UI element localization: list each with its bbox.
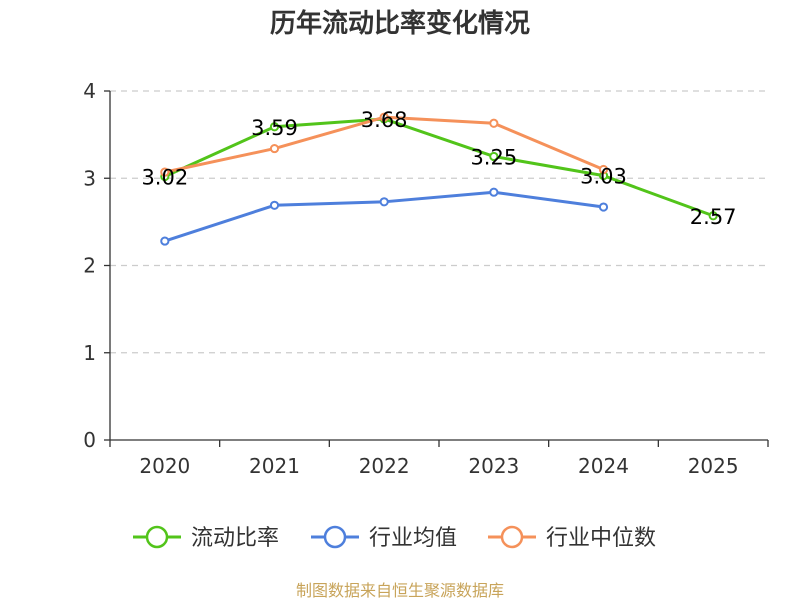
data-point xyxy=(489,151,499,162)
x-tick-label: 2023 xyxy=(468,454,519,478)
y-tick-label: 0 xyxy=(83,428,96,452)
legend-label: 流动比率 xyxy=(191,526,279,551)
legend: 流动比率 行业均值 行业中位数 xyxy=(133,525,656,551)
gridlines xyxy=(110,90,768,354)
data-point xyxy=(160,236,170,246)
y-tick-label: 1 xyxy=(83,341,96,365)
y-tick-label: 3 xyxy=(83,166,96,190)
legend-item[interactable]: 行业中位数 xyxy=(488,525,656,551)
data-point xyxy=(269,200,280,210)
legend-marker-icon xyxy=(500,525,524,549)
data-point xyxy=(598,164,609,175)
data-labels: 3.02 3.59 3.68 3.25 3.03 2.57 xyxy=(141,108,736,229)
chart-title: 历年流动比率变化情况 xyxy=(270,8,530,39)
x-tick-label: 2024 xyxy=(578,454,629,478)
data-label: 3.68 xyxy=(361,108,408,132)
data-label: 3.03 xyxy=(580,165,627,189)
data-point xyxy=(489,187,499,197)
data-point xyxy=(379,112,389,122)
legend-item[interactable]: 流动比率 xyxy=(133,525,279,551)
series-line-1 xyxy=(163,117,715,218)
data-label: 3.02 xyxy=(141,166,188,190)
data-label: 3.59 xyxy=(251,116,298,140)
data-point xyxy=(269,143,280,154)
y-tick-label: 4 xyxy=(83,79,96,103)
legend-label: 行业均值 xyxy=(369,526,457,551)
y-tick-label: 2 xyxy=(83,254,96,278)
legend-label: 行业中位数 xyxy=(546,526,656,551)
data-point xyxy=(160,167,170,177)
series-group xyxy=(160,112,718,246)
data-label: 2.57 xyxy=(690,205,737,229)
legend-item[interactable]: 行业均值 xyxy=(311,525,457,551)
x-tick-label: 2020 xyxy=(139,454,190,478)
legend-marker-icon xyxy=(145,525,169,549)
axes: 0 1 2 3 4 2020 2021 2022 2023 2024 2025 xyxy=(83,79,769,478)
legend-marker-icon xyxy=(323,525,347,549)
data-point xyxy=(269,122,280,132)
data-point xyxy=(489,118,499,128)
x-tick-label: 2021 xyxy=(249,454,300,478)
x-tick-label: 2025 xyxy=(688,454,739,478)
data-label: 3.25 xyxy=(470,145,517,169)
data-point xyxy=(379,197,389,207)
data-point xyxy=(708,211,718,221)
data-point xyxy=(598,202,609,212)
x-tick-label: 2022 xyxy=(359,454,410,478)
source-note: 制图数据来自恒生聚源数据库 xyxy=(296,581,504,600)
